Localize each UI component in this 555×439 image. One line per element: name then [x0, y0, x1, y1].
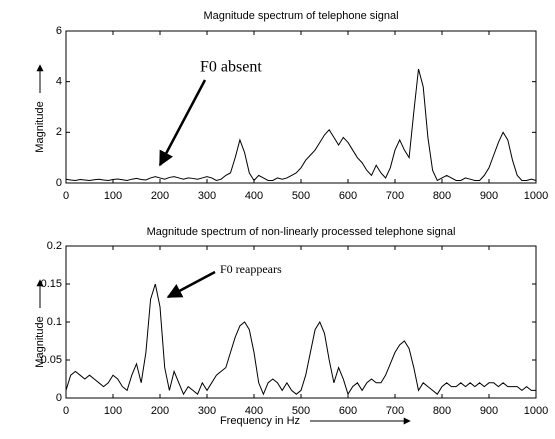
spectrum-line [65, 283, 536, 396]
x-tick-label: 200 [151, 190, 169, 202]
x-tick-label: 100 [104, 405, 122, 417]
y-tick-label: 0 [56, 392, 62, 404]
spectrum-line [65, 68, 537, 182]
x-tick-label: 1000 [524, 190, 548, 202]
x-tick-label: 700 [386, 405, 404, 417]
x-tick-label: 700 [386, 190, 404, 202]
y-tick-label: 0.1 [47, 316, 62, 328]
x-tick-label: 500 [292, 405, 310, 417]
y-tick-label: 4 [56, 76, 62, 88]
annotation: F0 reappears [220, 262, 282, 276]
x-tick-label: 1000 [524, 405, 548, 417]
chart-title: Magnitude spectrum of telephone signal [203, 10, 398, 22]
x-tick-label: 0 [63, 190, 69, 202]
y-axis-label: Magnitude [34, 101, 46, 152]
annotation-arrow [166, 270, 216, 299]
y-tick-label: 0 [56, 177, 62, 189]
y-tick-label: 0.2 [47, 240, 62, 252]
y-tick-label: 0.05 [41, 354, 62, 366]
chart-title: Magnitude spectrum of non-linearly proce… [147, 226, 456, 238]
y-tick-label: 0.15 [41, 278, 62, 290]
x-tick-label: 300 [198, 190, 216, 202]
x-axis-label: Frequency in Hz [220, 415, 300, 427]
x-tick-label: 600 [339, 190, 357, 202]
y-tick-label: 2 [56, 126, 62, 138]
x-tick-label: 600 [339, 405, 357, 417]
x-tick-label: 300 [198, 405, 216, 417]
plot-frame [65, 30, 537, 184]
x-tick-label: 400 [245, 405, 263, 417]
annotation: F0 absent [200, 59, 262, 76]
y-tick-label: 6 [56, 25, 62, 37]
x-tick-label: 800 [433, 190, 451, 202]
x-tick-label: 200 [151, 405, 169, 417]
x-tick-label: 900 [480, 405, 498, 417]
y-axis-label: Magnitude [34, 316, 46, 367]
x-tick-label: 500 [292, 190, 310, 202]
x-tick-label: 100 [104, 190, 122, 202]
x-tick-label: 800 [433, 405, 451, 417]
annotation-arrow [158, 79, 207, 167]
x-tick-label: 900 [480, 190, 498, 202]
x-tick-label: 0 [63, 405, 69, 417]
x-tick-label: 400 [245, 190, 263, 202]
plot-frame [65, 245, 537, 399]
